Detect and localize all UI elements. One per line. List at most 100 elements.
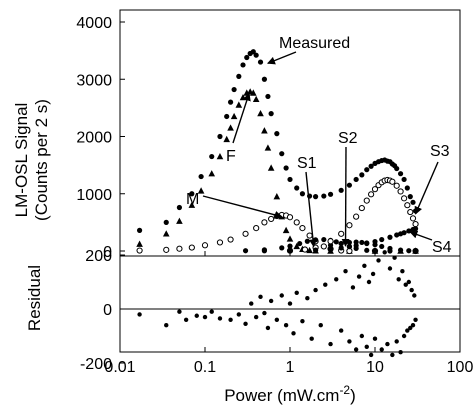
main-data-points xyxy=(136,49,419,254)
series-s3-point xyxy=(364,198,369,203)
series-s2-point xyxy=(379,244,384,249)
residual-point xyxy=(280,293,284,297)
residual-point xyxy=(164,323,168,327)
series-m-point xyxy=(202,243,207,248)
series-f-point xyxy=(283,227,290,233)
residual-point xyxy=(243,322,247,326)
series-s3-point xyxy=(369,192,374,197)
series-s1-point xyxy=(364,248,369,253)
series-measured-point xyxy=(405,185,410,190)
main-y-tick-label: 2000 xyxy=(76,130,112,147)
series-measured-point xyxy=(339,188,344,193)
residual-point xyxy=(137,312,141,316)
series-measured-point xyxy=(269,111,274,116)
residual-point xyxy=(319,323,323,327)
series-measured-point xyxy=(164,220,169,225)
residual-point xyxy=(365,345,369,349)
residual-point xyxy=(376,258,380,262)
residual-point xyxy=(334,277,338,281)
series-f-point xyxy=(231,113,238,119)
series-measured-point xyxy=(265,94,270,99)
residual-y-tick-label: 200 xyxy=(85,248,112,265)
series-s4-point xyxy=(313,248,318,253)
series-measured-point xyxy=(199,174,204,179)
residual-point xyxy=(351,285,355,289)
main-plot-panel: 0 1000 2000 3000 4000 Measured F M S1 S2 S3 S4 xyxy=(76,10,460,261)
residual-point xyxy=(373,337,377,341)
series-s1-point xyxy=(297,241,302,246)
residual-point xyxy=(380,347,384,351)
series-s3-point xyxy=(408,209,413,214)
annotation-label-m: M xyxy=(186,191,199,208)
annotation-label-measured: Measured xyxy=(279,35,350,52)
residual-point xyxy=(357,274,361,278)
residual-point xyxy=(367,280,371,284)
series-measured-point xyxy=(300,191,305,196)
series-measured-point xyxy=(254,53,259,58)
series-m-point xyxy=(189,245,194,250)
series-s3-point xyxy=(410,216,415,221)
residual-point xyxy=(328,342,332,346)
residual-point xyxy=(400,269,404,273)
series-f-point xyxy=(268,164,275,170)
series-s4-point xyxy=(387,235,392,240)
series-f-point xyxy=(261,127,268,133)
series-measured-point xyxy=(209,154,214,159)
series-m-point xyxy=(164,247,169,252)
residual-point xyxy=(228,318,232,322)
series-measured-point xyxy=(328,192,333,197)
residual-point xyxy=(210,310,214,314)
residual-point xyxy=(237,312,241,316)
main-y-tick-label: 4000 xyxy=(76,15,112,32)
residual-point xyxy=(195,314,199,318)
main-y-ticks: 0 1000 2000 3000 4000 xyxy=(76,15,125,261)
series-s3-point xyxy=(339,231,344,236)
series-s2-point xyxy=(387,246,392,251)
residual-point xyxy=(339,328,343,332)
x-tick-label: 0.1 xyxy=(194,359,216,376)
series-s4-point xyxy=(354,243,359,248)
x-axis-label: Power (mW.cm-2) xyxy=(224,383,356,405)
series-f-point xyxy=(265,144,272,150)
series-s4-point xyxy=(402,230,407,235)
residual-point xyxy=(388,266,392,270)
series-f-point xyxy=(274,193,281,199)
series-measured-point xyxy=(359,172,364,177)
residual-point xyxy=(396,277,400,281)
residual-point xyxy=(313,288,317,292)
residual-point xyxy=(402,334,406,338)
residual-point xyxy=(254,315,258,319)
series-measured-point xyxy=(354,177,359,182)
series-f-point xyxy=(217,153,224,159)
residual-point xyxy=(203,315,207,319)
series-m-point xyxy=(287,215,292,220)
series-measured-point xyxy=(232,87,237,92)
series-s2-point xyxy=(359,240,364,245)
series-s4-point xyxy=(413,226,418,231)
series-f-point xyxy=(227,124,234,130)
residual-data-points xyxy=(137,250,417,357)
series-measured-point xyxy=(244,55,249,60)
x-axis-label-main: Power (mW.cm xyxy=(224,386,339,405)
series-s3-point xyxy=(405,203,410,208)
series-measured-point xyxy=(279,151,284,156)
series-s3-point xyxy=(354,214,359,219)
series-f-point xyxy=(176,218,183,224)
series-measured-point xyxy=(364,167,369,172)
series-f-point xyxy=(136,241,143,247)
residual-point xyxy=(184,318,188,322)
residual-point xyxy=(360,334,364,338)
series-m-point xyxy=(300,226,305,231)
series-s4-point xyxy=(328,246,333,251)
series-measured-point xyxy=(347,183,352,188)
series-f-point xyxy=(287,235,294,241)
x-tick-label: 0.01 xyxy=(104,359,135,376)
residual-point xyxy=(288,301,292,305)
annotation-arrow-m xyxy=(203,196,282,217)
series-measured-point xyxy=(224,114,229,119)
series-f-point xyxy=(253,96,260,102)
series-s4-point xyxy=(379,237,384,242)
series-measured-point xyxy=(217,134,222,139)
residual-point xyxy=(369,353,373,357)
